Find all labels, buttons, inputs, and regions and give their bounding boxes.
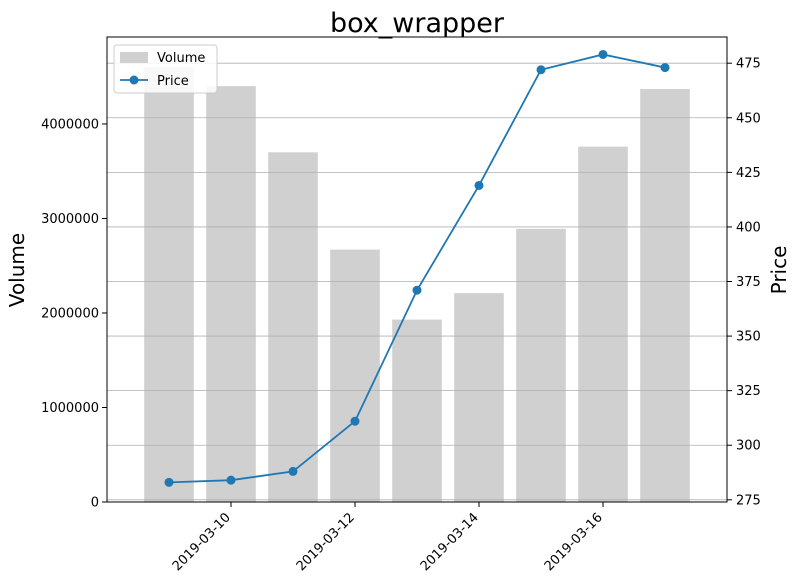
volume-bar <box>144 67 194 503</box>
price-point <box>226 475 236 485</box>
price-point <box>288 466 298 476</box>
legend-volume-label: Volume <box>157 51 205 66</box>
y2-tick-label: 400 <box>736 220 761 235</box>
price-point <box>350 416 360 426</box>
y2-tick-label: 300 <box>736 439 761 454</box>
y2-tick-label: 375 <box>736 275 761 290</box>
y-tick-label: 1000000 <box>41 401 99 416</box>
y2-tick-label: 475 <box>736 57 761 72</box>
volume-bar <box>578 146 628 502</box>
volume-bar <box>268 152 318 502</box>
grid-lines <box>107 62 727 501</box>
volume-bar <box>206 86 256 503</box>
y-tick-label: 3000000 <box>41 212 99 227</box>
y2-tick-label: 325 <box>736 384 761 399</box>
y2-axis-label: Price <box>767 246 791 295</box>
volume-bar <box>640 88 690 503</box>
volume-bar <box>454 293 504 502</box>
legend-price-label: Price <box>157 74 189 89</box>
price-point <box>660 63 670 73</box>
y-tick-label: 2000000 <box>41 306 99 321</box>
y-tick-label: 4000000 <box>41 117 99 132</box>
y2-tick-label: 350 <box>736 330 761 345</box>
chart-title: box_wrapper <box>330 8 505 39</box>
y2-axis-ticks: 275 300 325 350 375 400 425 450 475 <box>727 57 761 508</box>
legend-price-marker <box>129 75 139 85</box>
y2-tick-label: 450 <box>736 111 761 126</box>
volume-bars <box>144 67 690 503</box>
volume-bar <box>392 319 442 502</box>
price-point <box>536 65 546 75</box>
x-tick-label: 2019-03-16 <box>542 510 606 574</box>
y2-tick-label: 275 <box>736 493 761 508</box>
legend-volume-swatch <box>120 52 148 63</box>
x-tick-label: 2019-03-10 <box>170 510 234 574</box>
price-point <box>474 180 484 190</box>
y-axis-label: Volume <box>5 233 29 307</box>
volume-bar <box>516 228 566 503</box>
x-tick-label: 2019-03-12 <box>294 510 358 574</box>
price-point <box>164 477 174 487</box>
y2-tick-label: 425 <box>736 166 761 181</box>
x-tick-label: 2019-03-14 <box>418 510 482 574</box>
price-point <box>412 285 422 295</box>
y-axis-ticks: 0 1000000 2000000 3000000 4000000 <box>41 117 107 511</box>
price-point <box>598 49 608 59</box>
legend: Volume Price <box>113 44 218 94</box>
y-tick-label: 0 <box>91 496 99 511</box>
x-axis-ticks: 2019-03-10 2019-03-12 2019-03-14 2019-03-16 <box>170 502 606 574</box>
price-line-group <box>164 49 670 487</box>
volume-bar <box>330 249 380 502</box>
plot-frame <box>106 36 728 503</box>
